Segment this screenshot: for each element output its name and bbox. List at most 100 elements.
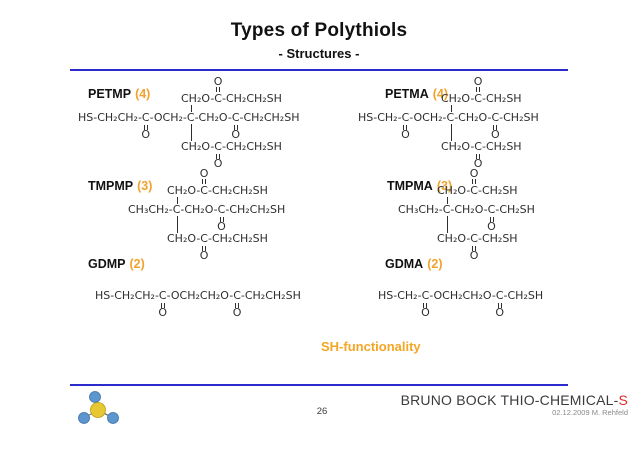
formula-text: -CH₂SH bbox=[481, 140, 522, 153]
title-divider-line bbox=[70, 69, 568, 71]
formula-text: CH₂O- bbox=[437, 232, 471, 245]
oxygen-atom: O bbox=[232, 306, 242, 319]
formula-text: -CH₂CH₂SH bbox=[239, 111, 300, 124]
chemical-structure-petma: CH₂O-C O -CH₂SH HS-CH₂-C O -OCH₂-C-CH₂O-C O -CH… bbox=[358, 75, 539, 170]
functionality-count: (3) bbox=[436, 179, 453, 193]
oxygen-atom: O bbox=[213, 75, 223, 88]
double-bond bbox=[202, 246, 207, 251]
central-carbon: C bbox=[442, 203, 451, 216]
double-bond bbox=[219, 217, 224, 222]
formula-text: CH₃CH₂- bbox=[128, 203, 173, 216]
footer-date-author: 02.12.2009 M. Rehfeld bbox=[552, 408, 628, 417]
structure-label-gdmp: GDMP (2) bbox=[88, 257, 145, 271]
double-bond bbox=[472, 179, 477, 184]
formula-text: CH₂O- bbox=[167, 184, 201, 197]
molecule-logo-icon bbox=[78, 391, 119, 424]
formula-text: -OCH₂- bbox=[409, 111, 447, 124]
footer-brand: BRUNO BOCK THIO-CHEMICAL-S bbox=[401, 392, 628, 408]
formula-text: CH₂O- bbox=[441, 140, 475, 153]
bond-line bbox=[447, 216, 448, 233]
double-bond bbox=[493, 125, 498, 130]
formula-row: CH₂O-C O -CH₂CH₂SH bbox=[167, 232, 285, 262]
bond-line bbox=[177, 197, 178, 204]
formula-text: HS-CH₂CH₂- bbox=[78, 111, 142, 124]
formula-text: CH₃CH₂- bbox=[398, 203, 443, 216]
page-title: Types of Polythiols bbox=[230, 20, 408, 41]
bond-line bbox=[177, 216, 178, 233]
formula-row: HS-CH₂CH₂-C O -OCH₂-C-CH₂O-C O -CH₂CH₂SH bbox=[78, 111, 300, 141]
structure-label-tmpmp: TMPMP (3) bbox=[88, 179, 152, 193]
bond-line bbox=[451, 105, 452, 112]
double-bond bbox=[472, 246, 477, 251]
formula-text: CH₂O- bbox=[441, 92, 475, 105]
formula-text: -OCH₂- bbox=[149, 111, 187, 124]
page-number: 26 bbox=[316, 406, 328, 417]
formula-text: -CH₂CH₂SH bbox=[221, 92, 282, 105]
oxygen-atom: O bbox=[490, 128, 500, 141]
oxygen-atom: O bbox=[473, 157, 483, 170]
sh-functionality-caption: SH-functionality bbox=[321, 339, 421, 354]
formula-text: HS-CH₂- bbox=[358, 111, 402, 124]
formula-row: CH₂O-C O -CH₂CH₂SH bbox=[181, 75, 299, 105]
oxygen-atom: O bbox=[231, 128, 241, 141]
chemical-structure-petmp: CH₂O-C O -CH₂CH₂SH HS-CH₂CH₂- C O -OCH₂-C-CH₂O… bbox=[78, 75, 300, 170]
structure-label-gdma: GDMA (2) bbox=[385, 257, 442, 271]
formula-row: CH₂O-C O -CH₂SH bbox=[441, 75, 539, 105]
structure-name: TMPMP bbox=[88, 179, 134, 193]
oxygen-atom: O bbox=[469, 249, 479, 262]
formula-text: -OCH₂CH₂O- bbox=[429, 289, 496, 302]
chemical-structure-gdma: HS-CH₂-C O -OCH₂CH₂O-C O -CH₂SH bbox=[378, 289, 543, 319]
formula-row: CH₃CH₂-C-CH₂O-C O -CH₂SH bbox=[398, 203, 535, 233]
formula-text: -CH₂CH₂SH bbox=[221, 140, 282, 153]
functionality-count: (3) bbox=[137, 179, 153, 193]
structure-name: GDMA bbox=[385, 257, 424, 271]
formula-text: HS-CH₂CH₂- bbox=[95, 289, 159, 302]
formula-row: CH₂O-C O -CH₂SH bbox=[437, 232, 535, 262]
oxygen-atom: O bbox=[158, 306, 168, 319]
formula-text: -CH₂SH bbox=[477, 184, 518, 197]
functionality-count: (4) bbox=[432, 87, 449, 101]
formula-row: CH₂O-C O -CH₂CH₂SH bbox=[181, 140, 299, 170]
double-bond bbox=[216, 154, 221, 159]
double-bond bbox=[216, 87, 221, 92]
oxygen-atom: O bbox=[487, 220, 496, 233]
double-bond bbox=[476, 154, 481, 159]
formula-text: CH₂O- bbox=[167, 232, 201, 245]
formula-text: -CH₂CH₂SH bbox=[207, 232, 268, 245]
formula-text: -CH₂O- bbox=[194, 111, 232, 124]
brand-text: BRUNO BOCK THIO-CHEMICAL- bbox=[400, 392, 619, 408]
central-carbon: C bbox=[186, 111, 195, 124]
oxygen-atom: O bbox=[141, 128, 151, 141]
double-bond bbox=[497, 303, 502, 308]
chemical-structure-gdmp: HS-CH₂CH₂-C O -OCH₂CH₂O-C O -CH₂CH₂SH bbox=[95, 289, 301, 319]
double-bond bbox=[233, 125, 238, 130]
functionality-count: (4) bbox=[135, 87, 151, 101]
structure-label-petma: PETMA (4) bbox=[385, 87, 448, 101]
structure-name: PETMP bbox=[88, 87, 132, 101]
oxygen-atom: O bbox=[495, 306, 505, 319]
formula-row: CH₂O-C O -CH₂CH₂SH bbox=[167, 167, 285, 197]
oxygen-atom: O bbox=[473, 75, 483, 88]
brunobock-molecule-logo bbox=[72, 389, 124, 446]
double-bond bbox=[143, 125, 148, 130]
double-bond bbox=[489, 217, 494, 222]
oxygen-atom: O bbox=[217, 220, 226, 233]
oxygen-atom: O bbox=[401, 128, 410, 141]
formula-row: CH₂O-C O -CH₂SH bbox=[437, 168, 535, 197]
bond-line bbox=[191, 124, 192, 141]
double-bond bbox=[476, 87, 481, 92]
oxygen-atom: O bbox=[469, 167, 479, 180]
formula-row: HS-CH₂-C O -OCH₂CH₂O-C O -CH₂SH bbox=[378, 289, 543, 319]
formula-row: CH₃CH₂-C-CH₂O-C O -CH₂CH₂SH bbox=[128, 203, 285, 233]
oxygen-atom: O bbox=[421, 306, 430, 319]
